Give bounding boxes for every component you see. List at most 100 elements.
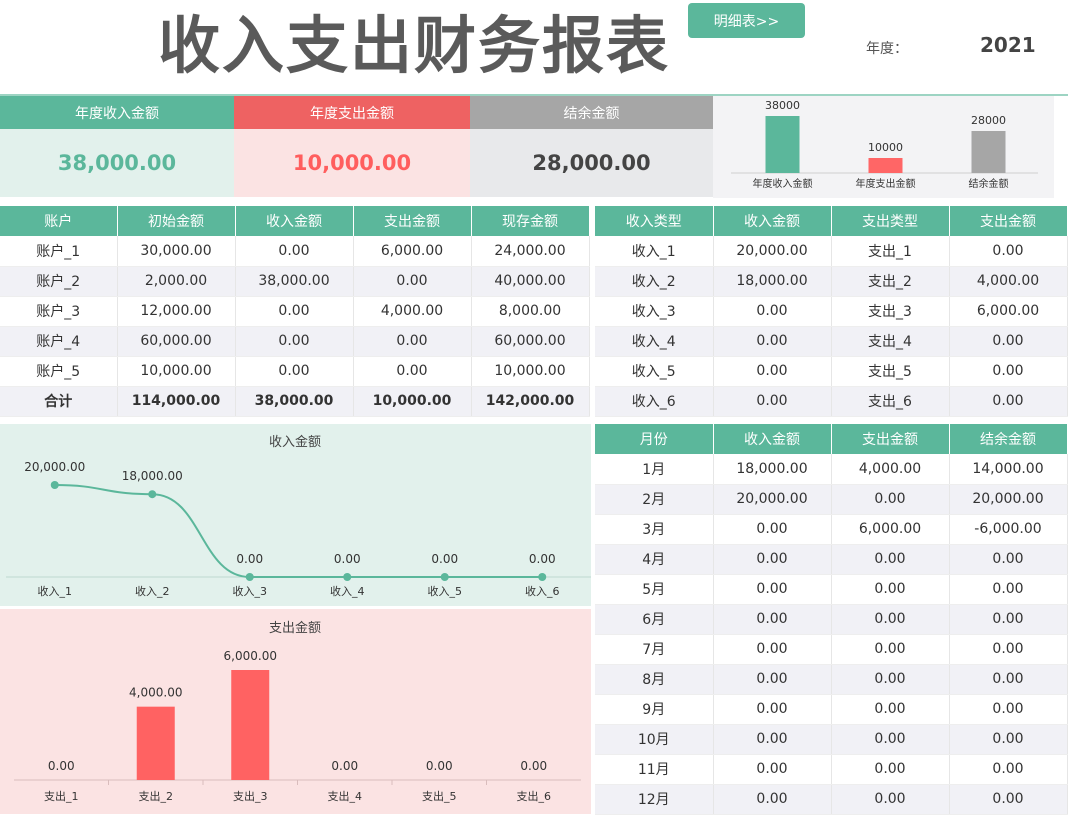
table-row: 账户_3 12,000.00 0.00 4,000.00 8,000.00	[0, 296, 590, 327]
column-header: 现存金额	[471, 206, 590, 236]
table-cell: 0.00	[235, 236, 354, 267]
total-cell: 142,000.00	[471, 386, 590, 417]
table-row: 收入_6 0.00 支出_6 0.00	[595, 386, 1068, 417]
table-cell: 0.00	[831, 634, 950, 665]
total-cell: 合计	[0, 386, 118, 417]
data-point	[538, 573, 547, 581]
table-row: 2月 20,000.00 0.00 20,000.00	[595, 484, 1068, 515]
data-point	[148, 490, 157, 499]
table-cell: 12月	[595, 784, 714, 815]
table-row: 8月 0.00 0.00 0.00	[595, 664, 1068, 695]
table-row: 6月 0.00 0.00 0.00	[595, 604, 1068, 635]
income-summary-value: 38,000.00	[0, 129, 234, 197]
table-cell: 0.00	[713, 664, 832, 695]
table-cell: 4月	[595, 544, 714, 575]
series-line	[54, 484, 543, 578]
tick-label: 支出_1	[44, 789, 79, 803]
table-row: 账户_4 60,000.00 0.00 0.00 60,000.00	[0, 326, 590, 357]
table-cell: 10,000.00	[471, 356, 590, 387]
table-cell: 收入_1	[595, 236, 714, 267]
expense-summary-card: 年度支出金额 10,000.00	[234, 96, 470, 197]
tick-label: 支出_4	[328, 789, 363, 803]
income-line-chart: 收入金额 20,000.00 收入_1 18,000.00 收入_2 0.00 收入_3 0.…	[0, 424, 591, 606]
column-header: 支出金额	[949, 206, 1068, 236]
data-label: 38000	[765, 99, 800, 112]
table-cell: 4,000.00	[949, 266, 1068, 297]
table-cell: 账户_4	[0, 326, 118, 357]
tick-label: 支出_3	[233, 789, 268, 803]
tick-label: 收入_3	[233, 584, 268, 598]
table-cell: -6,000.00	[949, 514, 1068, 545]
table-row: 账户_1 30,000.00 0.00 6,000.00 24,000.00	[0, 236, 590, 267]
data-label: 0.00	[331, 759, 358, 773]
table-cell: 支出_5	[831, 356, 950, 387]
table-cell: 账户_2	[0, 266, 118, 297]
table-cell: 6,000.00	[831, 514, 950, 545]
table-cell: 0.00	[831, 724, 950, 755]
tick-label: 支出_2	[139, 789, 174, 803]
table-row: 5月 0.00 0.00 0.00	[595, 574, 1068, 605]
table-cell: 5月	[595, 574, 714, 605]
year-label: 年度：	[866, 41, 908, 57]
data-label: 0.00	[529, 552, 556, 566]
table-cell: 支出_3	[831, 296, 950, 327]
table-cell: 0.00	[949, 326, 1068, 357]
table-cell: 2月	[595, 484, 714, 515]
column-header: 初始金额	[117, 206, 236, 236]
table-cell: 0.00	[353, 326, 472, 357]
table-cell: 0.00	[831, 694, 950, 725]
table-cell: 0.00	[713, 544, 832, 575]
table-row: 4月 0.00 0.00 0.00	[595, 544, 1068, 575]
data-label: 0.00	[236, 552, 263, 566]
header-divider	[0, 94, 1068, 96]
tick-label: 结余金额	[969, 177, 1009, 190]
table-cell: 9月	[595, 694, 714, 725]
table-cell: 4,000.00	[353, 296, 472, 327]
table-cell: 0.00	[831, 544, 950, 575]
expense-summary-value: 10,000.00	[234, 129, 470, 197]
table-cell: 0.00	[831, 484, 950, 515]
balance-summary-value: 28,000.00	[470, 129, 713, 197]
tick-label: 年度收入金额	[753, 177, 813, 190]
chart-title: 收入金额	[269, 434, 321, 450]
table-row: 3月 0.00 6,000.00 -6,000.00	[595, 514, 1068, 545]
table-cell: 0.00	[949, 754, 1068, 785]
data-label: 6,000.00	[224, 649, 277, 663]
table-cell: 0.00	[949, 544, 1068, 575]
table-cell: 18,000.00	[713, 454, 832, 485]
table-row: 收入_4 0.00 支出_4 0.00	[595, 326, 1068, 357]
table-cell: 0.00	[353, 266, 472, 297]
table-row: 账户_5 10,000.00 0.00 0.00 10,000.00	[0, 356, 590, 387]
table-cell: 收入_3	[595, 296, 714, 327]
page-title: 收入支出财务报表	[158, 9, 671, 82]
income-summary-card: 年度收入金额 38,000.00	[0, 96, 234, 197]
table-cell: 2,000.00	[117, 266, 236, 297]
expense-bar-chart: 支出金额 0.00 支出_1 4,000.00 支出_2 6,000.00 支出_3 0.00…	[0, 609, 591, 814]
table-cell: 0.00	[949, 664, 1068, 695]
column-header: 支出金额	[831, 424, 950, 454]
tick-label: 收入_1	[38, 584, 73, 598]
table-row: 7月 0.00 0.00 0.00	[595, 634, 1068, 665]
table-cell: 0.00	[831, 784, 950, 815]
column-header: 收入金额	[713, 424, 832, 454]
data-label: 0.00	[48, 759, 75, 773]
table-cell: 1月	[595, 454, 714, 485]
detail-button[interactable]: 明细表>>	[688, 3, 805, 38]
table-cell: 0.00	[235, 296, 354, 327]
tick-label: 收入_5	[428, 584, 463, 598]
column-header: 支出类型	[831, 206, 950, 236]
table-cell: 收入_2	[595, 266, 714, 297]
income-line-chart-svg: 收入金额 20,000.00 收入_1 18,000.00 收入_2 0.00 收入_3 0.…	[6, 434, 591, 598]
table-cell: 收入_5	[595, 356, 714, 387]
table-row: 收入_5 0.00 支出_5 0.00	[595, 356, 1068, 387]
table-cell: 0.00	[713, 724, 832, 755]
table-row: 9月 0.00 0.00 0.00	[595, 694, 1068, 725]
table-cell: 14,000.00	[949, 454, 1068, 485]
table-cell: 0.00	[831, 574, 950, 605]
bar	[231, 670, 270, 780]
table-row: 12月 0.00 0.00 0.00	[595, 784, 1068, 815]
table-cell: 30,000.00	[117, 236, 236, 267]
table-row: 收入_3 0.00 支出_3 6,000.00	[595, 296, 1068, 327]
year-value: 2021	[980, 33, 1036, 57]
data-label: 0.00	[426, 759, 453, 773]
